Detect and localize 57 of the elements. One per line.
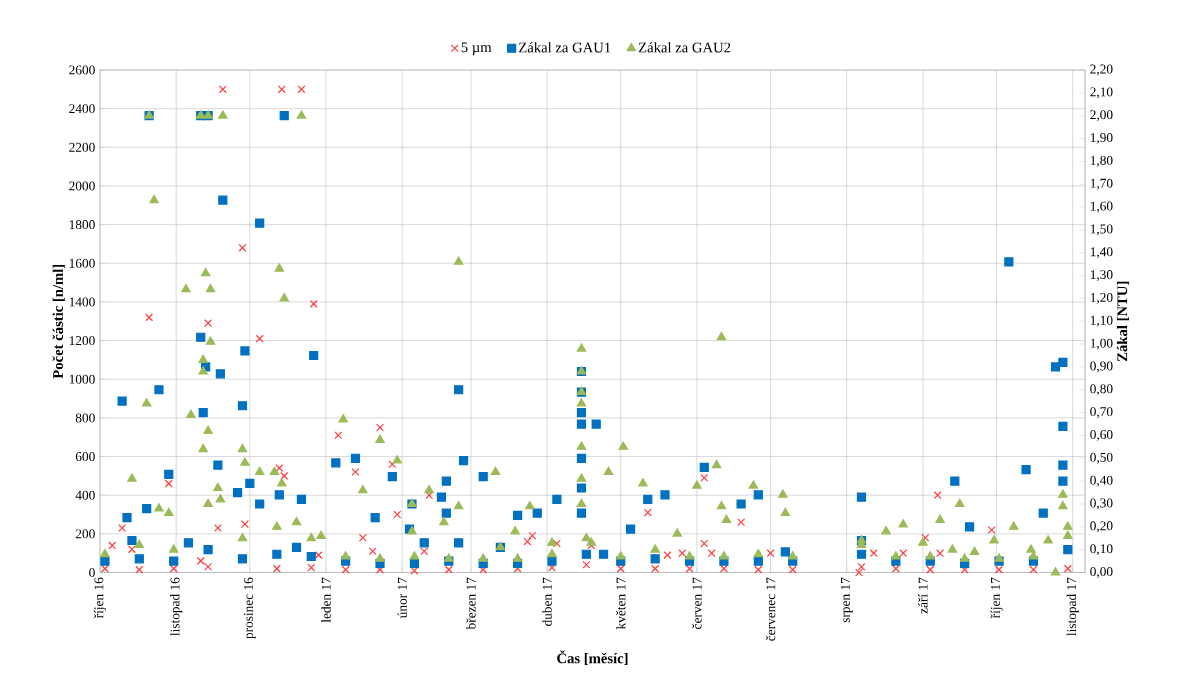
x-axis-title: Čas [měsíc]	[557, 650, 628, 666]
y-tick-label: 2600	[69, 65, 95, 75]
y2-axis-title: Zákal [NTU]	[1116, 281, 1130, 362]
y2-tick-label: 1,00	[1090, 338, 1113, 350]
y2-tick-label: 2,20	[1090, 64, 1113, 76]
y-tick-label: 1800	[69, 220, 95, 230]
y2-tick-label: 1,70	[1090, 178, 1113, 190]
y-tick-label: 2000	[69, 181, 95, 191]
y2-tick-label: 1,60	[1090, 201, 1113, 213]
y2-tick-label: 0,80	[1090, 384, 1113, 396]
x-tick-label: říjen 16	[93, 577, 107, 619]
y2-tick-label: 1,20	[1090, 292, 1113, 304]
x-tick-label: prosinec 16	[244, 577, 256, 639]
y-tick-label: 1400	[69, 297, 95, 307]
y2-tick-label: 0,70	[1090, 407, 1113, 419]
x-tick-label: srpen 17	[840, 577, 853, 623]
y2-tick-label: 2,10	[1090, 87, 1113, 99]
y2-tick-label: 0,90	[1090, 361, 1113, 373]
y-tick-label: 2400	[69, 104, 95, 114]
y2-tick-label: 0,10	[1090, 544, 1113, 556]
y2-tick-label: 0,60	[1090, 430, 1113, 441]
y-tick-label: 600	[75, 452, 95, 462]
y2-tick-label: 1,80	[1090, 155, 1113, 167]
legend-label: Zákal za GAU1	[519, 42, 611, 53]
y2-tick-label: 1,40	[1090, 247, 1113, 259]
x-tick-label: únor 17	[397, 577, 407, 619]
x-tick-label: květen 17	[616, 577, 626, 630]
x-tick-label: září 17	[918, 577, 928, 614]
x-tick-label: listopad 17	[1066, 577, 1079, 636]
y-tick-label: 2200	[69, 142, 95, 152]
y2-tick-label: 0,00	[1090, 567, 1113, 578]
y2-tick-label: 0,30	[1090, 498, 1113, 510]
legend-label: Zákal za GAU2	[638, 42, 731, 53]
y-tick-label: 1200	[69, 336, 95, 346]
y2-tick-label: 0,50	[1090, 452, 1113, 464]
y-tick-label: 1600	[69, 258, 95, 268]
x-tick-label: březen 17	[466, 577, 476, 630]
legend-label: 5 µm	[461, 42, 492, 56]
x-tick-label: červenec 17	[765, 577, 776, 641]
x-tick-label: leden 17	[321, 577, 331, 623]
x-tick-label: říjen 17	[990, 577, 1003, 619]
y-tick-label: 0	[89, 568, 95, 577]
y2-tick-label: 1,10	[1090, 315, 1113, 327]
y2-tick-label: 2,00	[1090, 110, 1113, 122]
x-tick-label: listopad 16	[170, 577, 183, 636]
y2-tick-label: 1,50	[1090, 224, 1113, 236]
x-tick-label: červen 17	[692, 577, 702, 629]
y2-tick-label: 0,40	[1090, 475, 1113, 487]
y-tick-label: 800	[75, 413, 95, 423]
y2-tick-label: 1,90	[1090, 133, 1113, 144]
y2-tick-label: 0,20	[1090, 521, 1113, 533]
y2-tick-label: 1,30	[1090, 270, 1113, 282]
y-axis-title: Počet částic [n/ml]	[52, 264, 65, 379]
y-tick-label: 1000	[69, 374, 95, 384]
y-tick-label: 400	[75, 490, 95, 500]
x-tick-label: duben 17	[542, 577, 552, 626]
y-tick-label: 200	[75, 529, 95, 539]
